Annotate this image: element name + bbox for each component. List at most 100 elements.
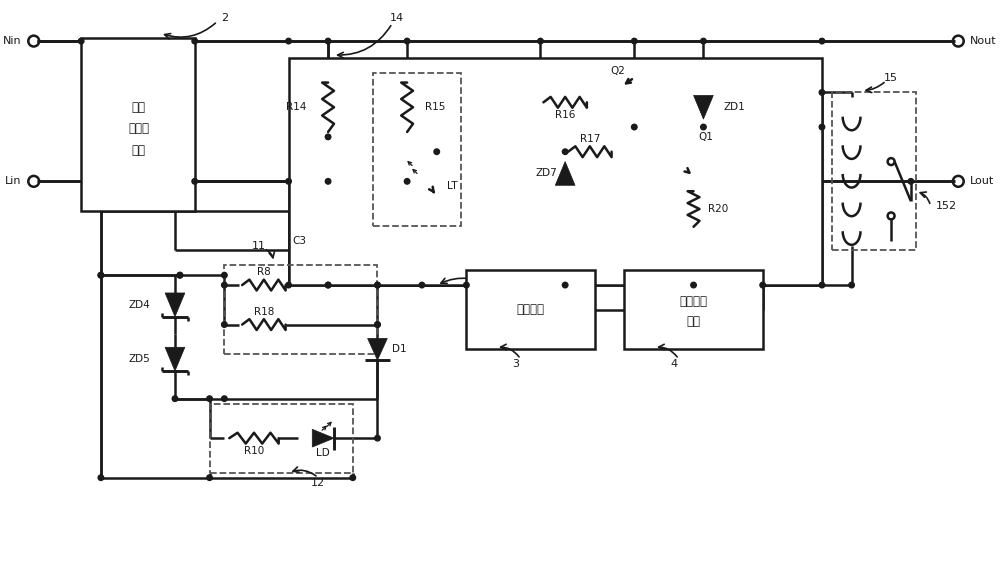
Circle shape [325,282,331,288]
Circle shape [819,124,825,130]
Circle shape [350,475,356,480]
Text: R20: R20 [708,204,729,214]
Circle shape [908,179,914,184]
Circle shape [464,282,469,288]
Text: 4: 4 [670,359,677,369]
Circle shape [98,475,104,480]
Text: C3: C3 [292,235,306,245]
Text: 14: 14 [390,13,404,23]
Circle shape [375,322,380,327]
Bar [289,58,822,285]
Circle shape [222,396,227,401]
Polygon shape [312,429,334,447]
Text: R17: R17 [580,134,600,144]
Bar [224,265,377,354]
Text: 单元: 单元 [687,315,701,328]
Bar [81,38,195,211]
Circle shape [632,124,637,130]
Polygon shape [165,347,185,371]
Circle shape [849,282,854,288]
Circle shape [419,282,425,288]
Text: D1: D1 [392,345,407,354]
Text: ZD1: ZD1 [723,102,745,113]
Polygon shape [165,293,185,317]
Circle shape [325,282,331,288]
Circle shape [286,179,291,184]
Circle shape [562,149,568,154]
Text: Q2: Q2 [610,66,625,76]
Text: 3: 3 [512,359,519,369]
Text: ZD5: ZD5 [129,354,150,364]
Circle shape [404,179,410,184]
Text: LD: LD [316,448,330,458]
Circle shape [691,282,696,288]
Text: Nout: Nout [970,36,997,46]
Text: Lout: Lout [970,176,994,186]
Circle shape [192,38,197,44]
Text: 13: 13 [489,290,503,300]
Text: R16: R16 [555,110,575,120]
Text: Lin: Lin [5,176,22,186]
Circle shape [207,396,212,401]
Text: 限流电阻: 限流电阻 [680,295,708,309]
Circle shape [98,273,104,278]
Polygon shape [368,338,387,360]
Bar [624,270,763,349]
Circle shape [222,273,227,278]
Text: 熔丝单元: 熔丝单元 [517,303,545,316]
Circle shape [375,322,380,327]
Circle shape [819,90,825,95]
Bar [210,404,353,473]
Text: 单元: 单元 [131,144,145,157]
Circle shape [760,282,765,288]
Circle shape [404,38,410,44]
Text: 12: 12 [311,477,325,488]
Bar [832,92,916,251]
Circle shape [325,38,331,44]
Circle shape [434,149,439,154]
Bar [373,72,461,226]
Polygon shape [555,162,575,185]
Text: Nin: Nin [3,36,22,46]
Circle shape [98,273,104,278]
Text: ZD4: ZD4 [129,300,150,310]
Circle shape [207,475,212,480]
Circle shape [286,282,291,288]
Text: 11: 11 [252,241,266,251]
Circle shape [78,38,84,44]
Text: 151: 151 [713,290,734,300]
Text: Q1: Q1 [698,132,713,142]
Circle shape [325,179,331,184]
Circle shape [701,38,706,44]
Circle shape [222,282,227,288]
Text: R15: R15 [425,102,445,113]
Text: R14: R14 [286,102,306,113]
Text: R10: R10 [244,446,264,456]
Text: 电源: 电源 [131,101,145,114]
Circle shape [375,436,380,441]
Circle shape [375,282,380,288]
Circle shape [177,273,183,278]
Text: 2: 2 [221,13,228,23]
Circle shape [632,38,637,44]
Circle shape [562,282,568,288]
Circle shape [701,124,706,130]
Circle shape [819,38,825,44]
Circle shape [819,282,825,288]
Text: ZD7: ZD7 [535,168,557,179]
Circle shape [172,396,178,401]
Bar [466,270,595,349]
Circle shape [375,282,380,288]
Circle shape [538,38,543,44]
Circle shape [192,179,197,184]
Text: 输入级: 输入级 [128,122,149,136]
Text: R18: R18 [254,307,274,317]
Text: R8: R8 [257,267,271,277]
Text: 152: 152 [936,201,957,211]
Circle shape [222,322,227,327]
Text: 15: 15 [884,72,898,82]
Circle shape [325,134,331,140]
Polygon shape [694,95,713,119]
Circle shape [286,38,291,44]
Text: LT: LT [447,182,457,191]
